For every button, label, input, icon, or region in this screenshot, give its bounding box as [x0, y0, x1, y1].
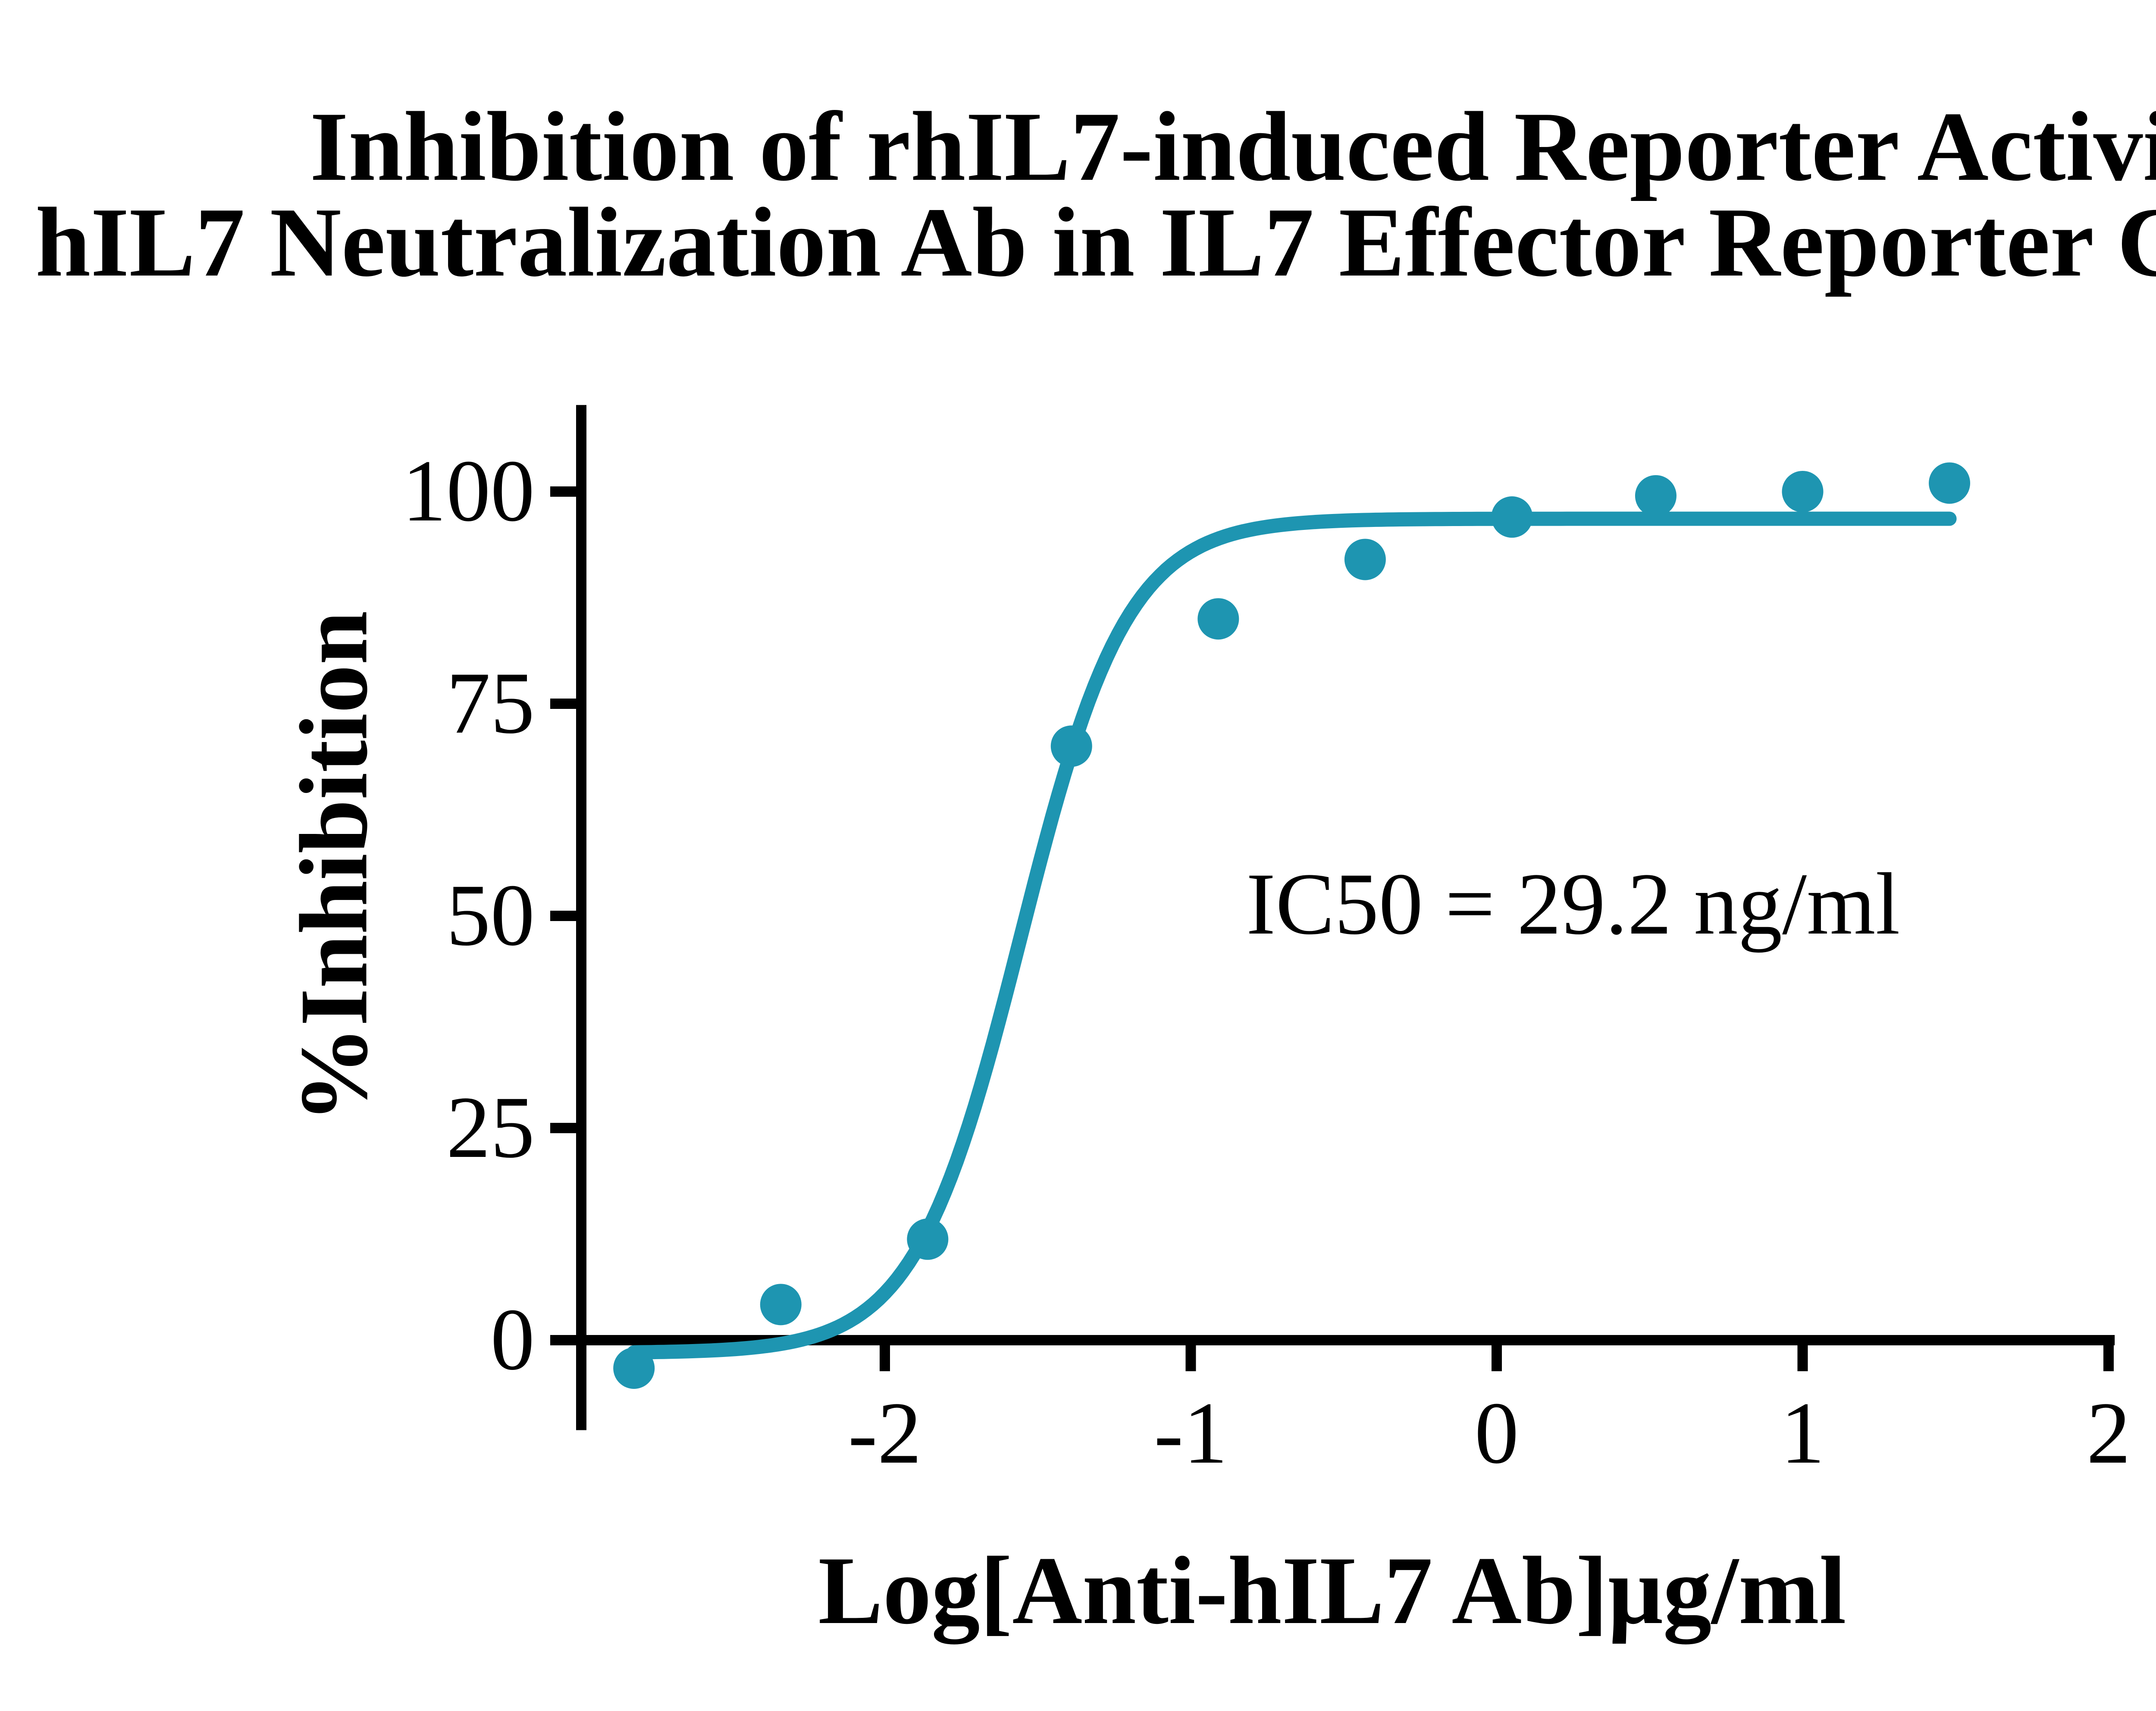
- fit-curve: [627, 511, 1957, 1360]
- y-axis-title: %Inhibition: [279, 611, 388, 1123]
- data-point: [1197, 598, 1239, 640]
- chart-title-line2: hIL7 Neutralization Ab in IL7 Effector R…: [35, 187, 2156, 297]
- y-tick-label: 50: [446, 866, 535, 964]
- chart-title: Inhibition of rhIL7-induced Reporter Act…: [0, 91, 2156, 297]
- data-point: [760, 1284, 802, 1326]
- y-tick-label: 0: [490, 1291, 535, 1388]
- data-point: [1635, 475, 1677, 517]
- data-point: [1782, 471, 1824, 512]
- x-tick-label: -1: [1154, 1384, 1228, 1482]
- ic50-annotation: IC50 = 29.2 ng/ml: [1246, 855, 1900, 953]
- data-point: [1929, 462, 1971, 504]
- x-tick-label: 2: [2086, 1384, 2131, 1482]
- data-point: [1050, 725, 1092, 767]
- x-tick-label: 1: [1780, 1384, 1825, 1482]
- chart-title-line1: Inhibition of rhIL7-induced Reporter Act…: [310, 91, 2156, 201]
- y-tick-label: 100: [402, 442, 535, 540]
- data-point: [1344, 539, 1386, 580]
- data-point: [613, 1347, 655, 1389]
- x-tick-label: -2: [848, 1384, 922, 1482]
- y-tick-label: 25: [446, 1078, 535, 1176]
- x-tick-label: 0: [1474, 1384, 1519, 1482]
- data-point: [907, 1218, 949, 1260]
- y-tick-label: 75: [446, 654, 535, 752]
- data-point: [1491, 496, 1533, 538]
- x-axis-title: Log[Anti-hIL7 Ab]μg/ml: [818, 1536, 1846, 1644]
